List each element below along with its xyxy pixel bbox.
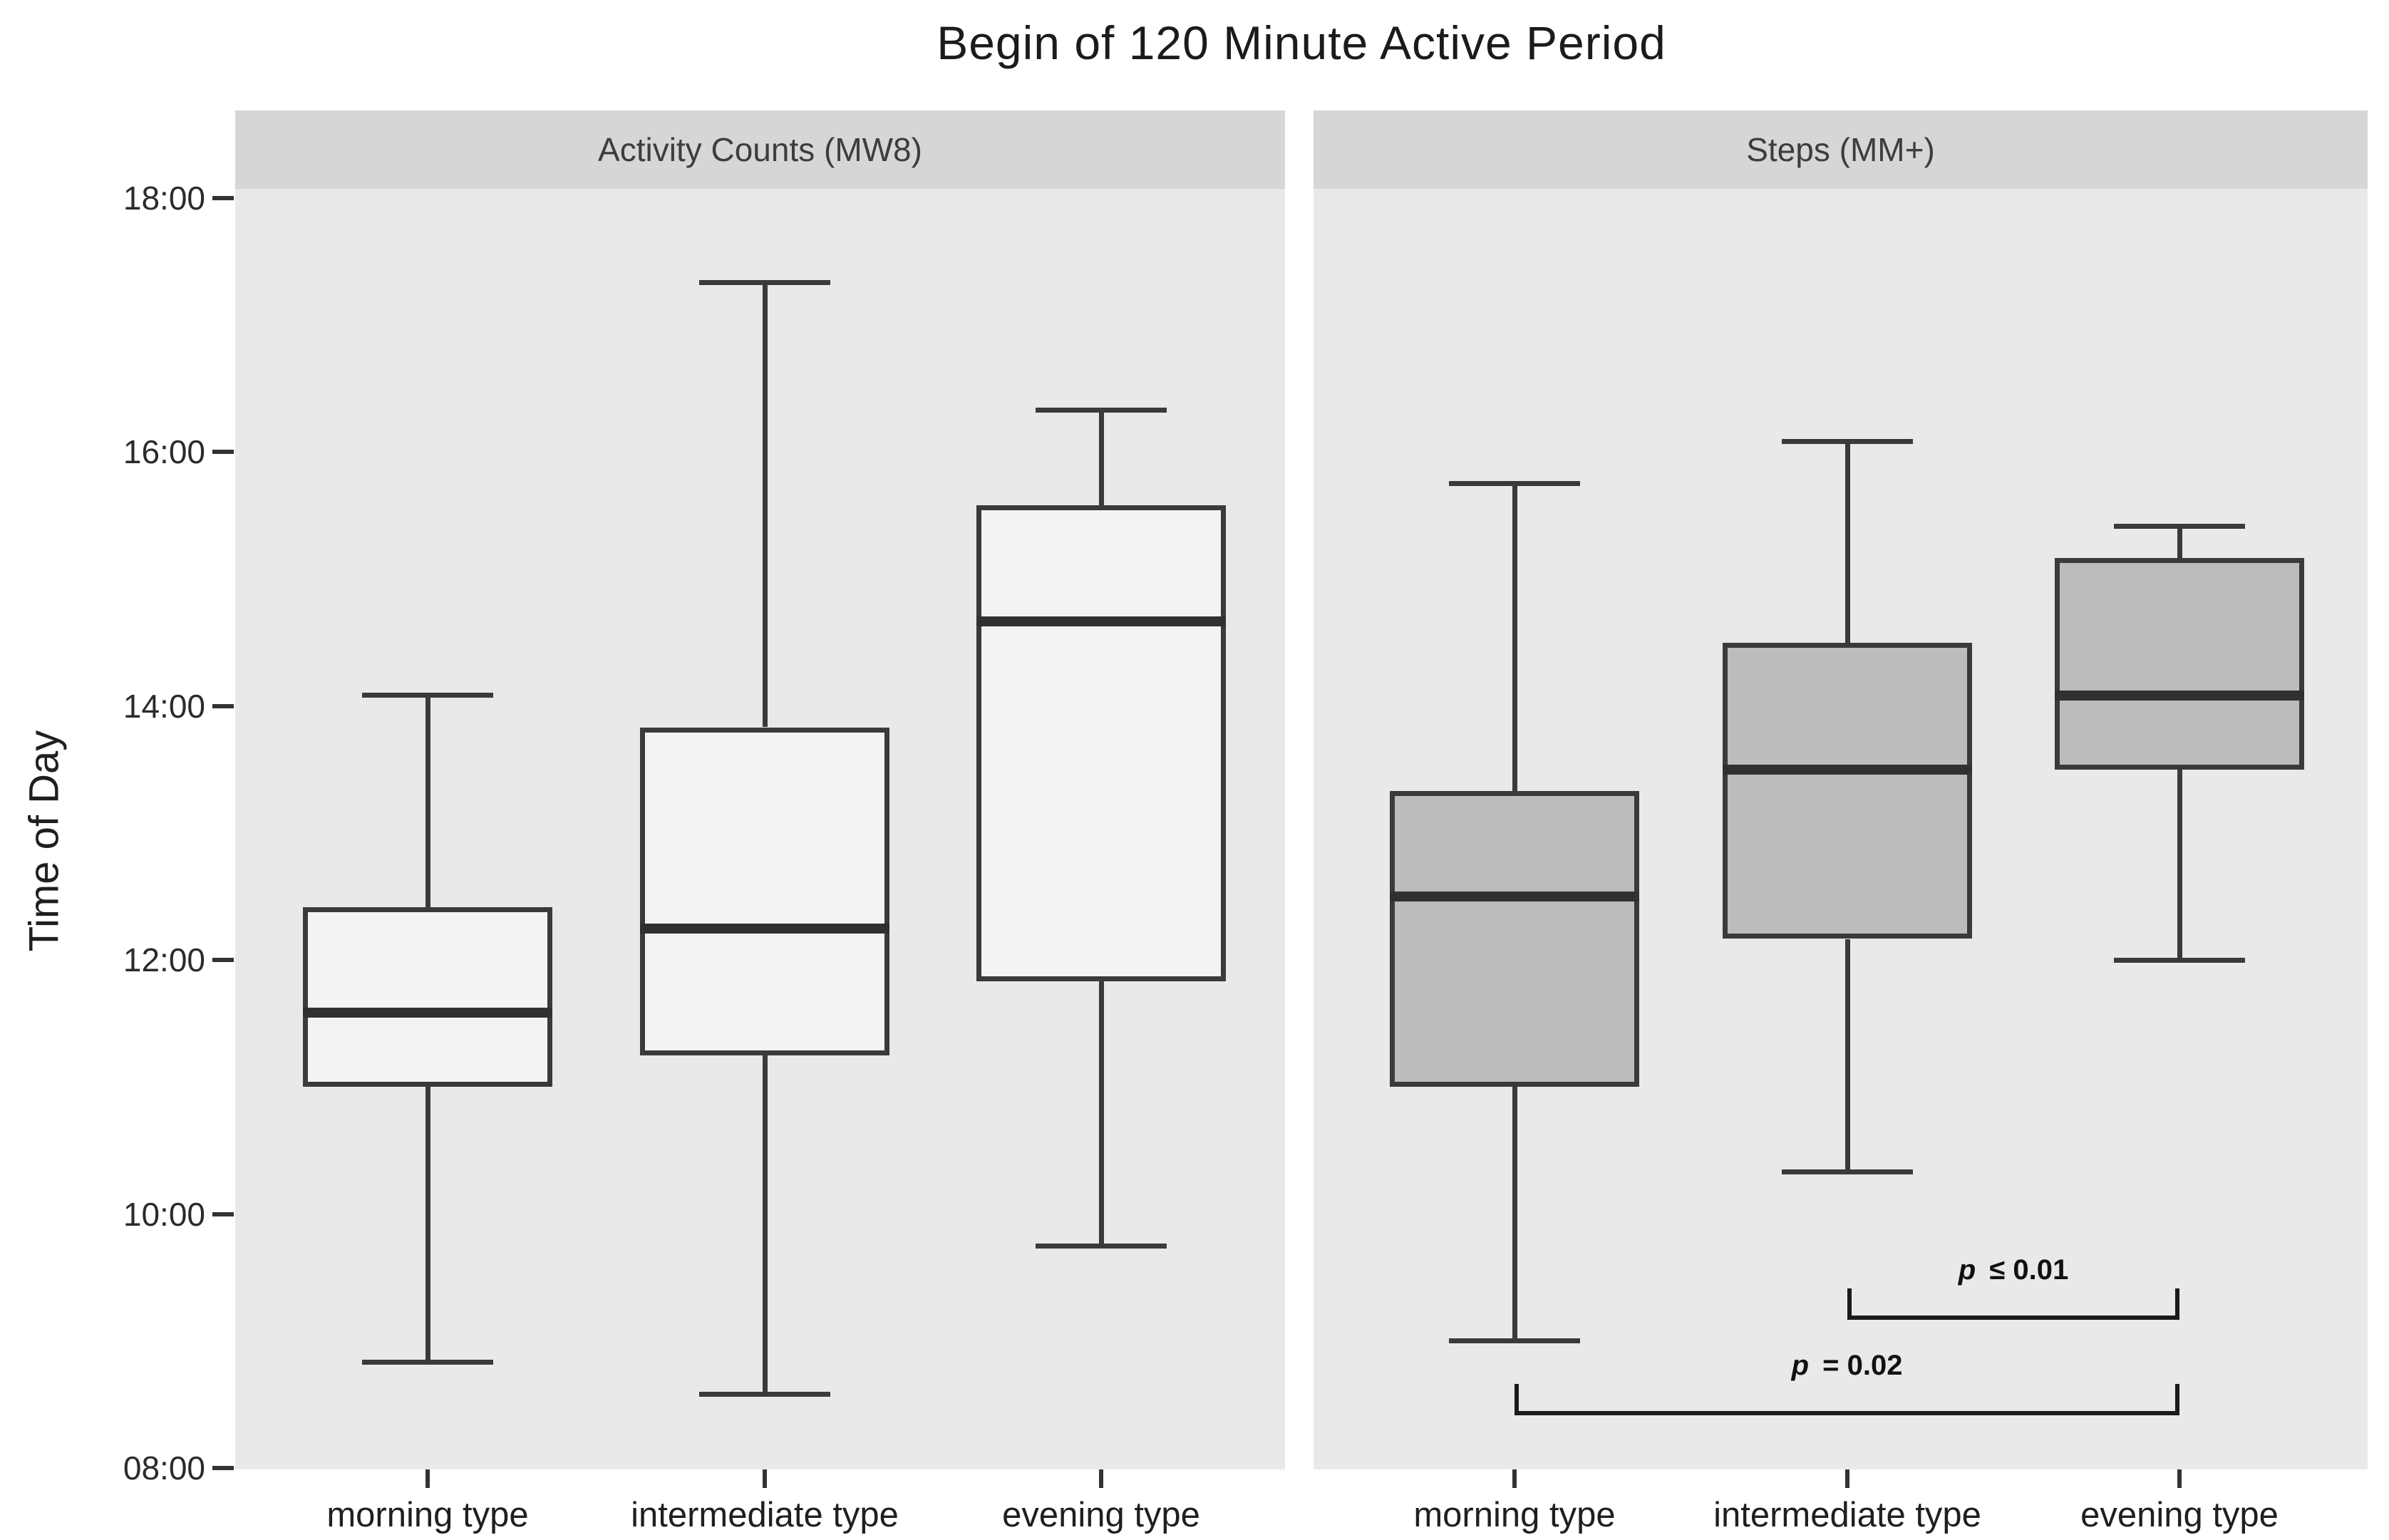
median-line: [1723, 764, 1972, 775]
whisker-lower-cap: [362, 1360, 493, 1365]
bracket-tick-left: [1515, 1383, 1519, 1415]
y-axis-tick-label: 16:00: [123, 433, 205, 471]
whisker-lower-line: [762, 1055, 768, 1395]
box-rect: [1723, 642, 1972, 939]
whisker-lower-line: [1098, 981, 1104, 1246]
y-axis-tick-mark: [212, 450, 234, 455]
whisker-upper-line: [2177, 526, 2182, 558]
bracket-tick-left: [1847, 1288, 1852, 1321]
y-axis-tick-mark: [212, 958, 234, 963]
whisker-lower-line: [1512, 1087, 1517, 1341]
x-axis-tick-label: evening type: [2080, 1496, 2279, 1534]
box-rect: [2055, 557, 2304, 770]
x-axis-tick-label: morning type: [1413, 1496, 1616, 1534]
box-rect: [303, 906, 552, 1087]
x-axis-tick-label: intermediate type: [1713, 1496, 1981, 1534]
median-line: [303, 1008, 552, 1018]
whisker-upper-cap: [699, 280, 830, 286]
median-line: [640, 923, 889, 934]
box-rect: [1390, 790, 1639, 1087]
x-axis-tick-label: evening type: [1002, 1496, 1200, 1534]
whisker-upper-line: [425, 695, 430, 907]
p-value-label: p ≤ 0.01: [1958, 1254, 2069, 1286]
whisker-lower-cap: [1782, 1169, 1913, 1174]
x-axis-tick-mark: [425, 1469, 430, 1488]
whisker-lower-line: [2177, 769, 2182, 961]
y-axis-tick-mark: [212, 196, 234, 200]
y-axis-tick-mark: [212, 1466, 234, 1470]
whisker-upper-line: [1098, 410, 1104, 505]
x-axis-tick-mark: [1845, 1469, 1849, 1488]
whisker-lower-cap: [1036, 1243, 1167, 1249]
median-line: [1390, 892, 1639, 902]
whisker-lower-cap: [1449, 1338, 1580, 1344]
median-line: [2055, 690, 2304, 701]
y-axis-title: Time of Day: [21, 730, 68, 952]
whisker-lower-line: [425, 1087, 430, 1363]
whisker-upper-cap: [2114, 523, 2245, 529]
whisker-upper-cap: [362, 693, 493, 698]
y-axis-tick-label: 10:00: [123, 1195, 205, 1233]
whisker-lower-cap: [699, 1391, 830, 1397]
bracket-tick-right: [2175, 1288, 2179, 1321]
median-line: [976, 616, 1226, 626]
facet-strip: Activity Counts (MW8): [235, 110, 1285, 189]
x-axis-tick-label: intermediate type: [631, 1496, 899, 1534]
chart-title: Begin of 120 Minute Active Period: [936, 16, 1666, 69]
x-axis-tick-mark: [763, 1469, 767, 1488]
p-value-label: p = 0.02: [1791, 1349, 1903, 1381]
y-axis-tick-label: 14:00: [123, 687, 205, 725]
whisker-upper-line: [762, 282, 768, 728]
x-axis-tick-mark: [2177, 1469, 2182, 1488]
facet-strip: Steps (MM+): [1314, 110, 2368, 189]
whisker-upper-cap: [1449, 481, 1580, 487]
y-axis-tick-label: 18:00: [123, 180, 205, 217]
x-axis-tick-mark: [1512, 1469, 1517, 1488]
facet-strip-label: Steps (MM+): [1746, 131, 1935, 168]
bracket-tick-right: [2175, 1383, 2179, 1415]
bracket-line: [1515, 1410, 2179, 1415]
bracket-line: [1847, 1316, 2179, 1321]
y-axis-tick-mark: [212, 1211, 234, 1216]
box-rect: [640, 727, 889, 1055]
box-rect: [976, 505, 1226, 981]
whisker-lower-line: [1844, 939, 1850, 1172]
whisker-upper-line: [1844, 441, 1850, 643]
y-axis-tick-label: 12:00: [123, 941, 205, 979]
whisker-lower-cap: [2114, 957, 2245, 963]
x-axis-tick-mark: [1099, 1469, 1103, 1488]
whisker-upper-cap: [1782, 439, 1913, 445]
x-axis-tick-label: morning type: [326, 1496, 529, 1534]
whisker-upper-cap: [1036, 407, 1167, 413]
whisker-upper-line: [1512, 483, 1517, 791]
facet-strip-label: Activity Counts (MW8): [598, 131, 922, 168]
y-axis-tick-label: 08:00: [123, 1449, 205, 1487]
y-axis-tick-mark: [212, 703, 234, 708]
